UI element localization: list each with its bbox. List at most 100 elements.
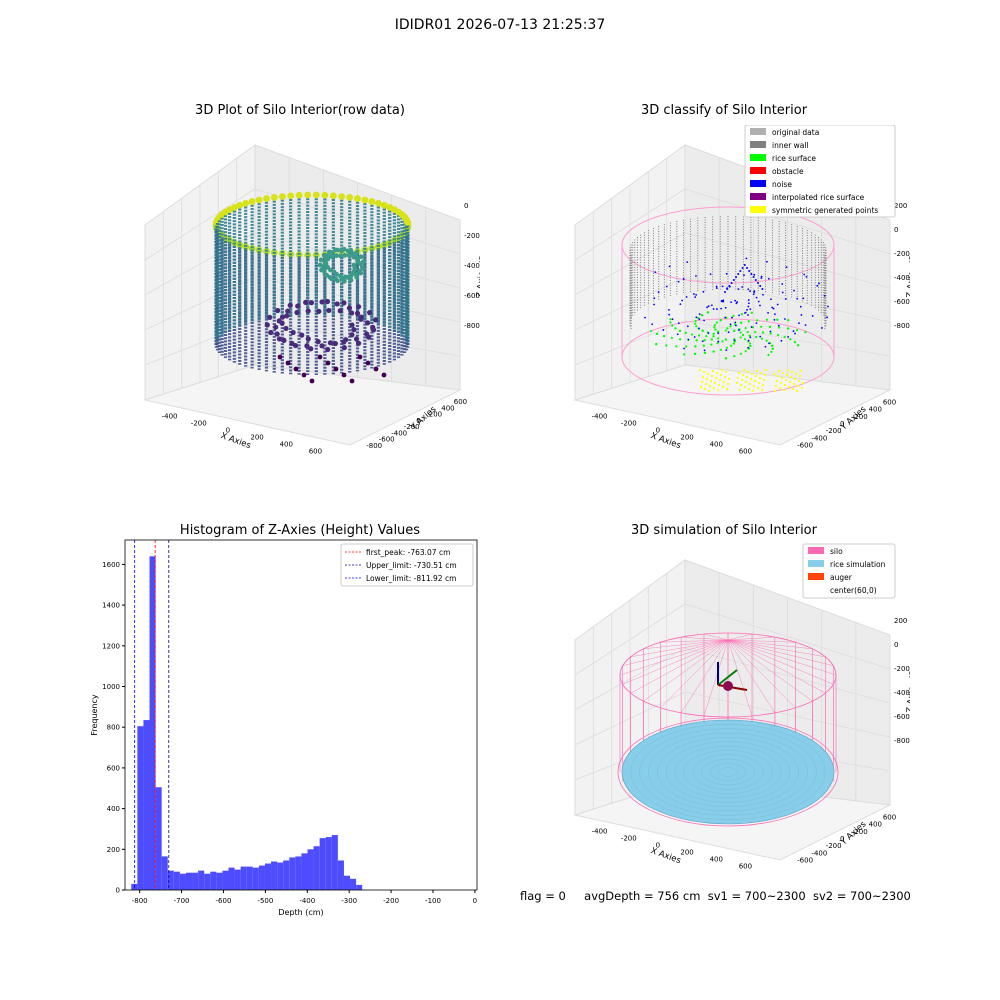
- noise-point: [685, 296, 688, 298]
- interior-point: [318, 257, 324, 263]
- noise-point: [679, 303, 682, 306]
- legend-swatch: [750, 206, 766, 213]
- noise-point: [793, 289, 795, 292]
- rice-surface-point: [747, 320, 750, 323]
- noise-point: [749, 336, 752, 339]
- symmetric-point: [762, 378, 766, 382]
- low-point: [293, 366, 299, 372]
- rice-surface-point: [787, 327, 790, 330]
- symmetric-point: [712, 386, 716, 390]
- z-tick-label: -400: [894, 274, 910, 282]
- histogram-bar: [216, 872, 223, 890]
- sv2-text: sv2 = 700~2300: [812, 889, 911, 903]
- noise-point: [716, 308, 718, 310]
- legend-label: noise: [772, 180, 792, 189]
- symmetric-point: [760, 388, 764, 392]
- rice-surface-point: [789, 338, 792, 341]
- y-tick-label: -200: [404, 423, 420, 431]
- grid-line: [144, 188, 256, 261]
- symmetric-point: [793, 377, 797, 381]
- silo-roof-line: [727, 639, 776, 713]
- rice-surface-point: [719, 319, 722, 322]
- y-tick-label: 600: [883, 399, 896, 407]
- symmetric-point: [791, 387, 795, 391]
- grid-line: [684, 232, 891, 289]
- interior-point: [283, 325, 289, 332]
- noise-point: [695, 275, 697, 277]
- grid-line: [144, 320, 256, 366]
- rice-surface-point: [739, 336, 742, 339]
- rice-surface-point: [797, 344, 800, 347]
- silo-roof-line: [727, 639, 834, 685]
- low-point: [341, 372, 347, 378]
- low-point: [285, 360, 291, 366]
- z-tick-label: -200: [894, 665, 910, 673]
- low-point: [357, 354, 363, 360]
- histogram-bar: [222, 870, 229, 890]
- histogram-bar: [337, 860, 344, 890]
- symmetric-point: [797, 379, 801, 383]
- noise-point: [773, 318, 776, 321]
- interior-point: [276, 336, 283, 342]
- noise-point: [798, 322, 800, 325]
- rice-surface-point: [663, 335, 666, 338]
- noise-point: [764, 345, 767, 348]
- interior-point: [279, 314, 286, 320]
- interior-point: [356, 340, 362, 346]
- low-point: [317, 354, 323, 360]
- top-point: [248, 198, 256, 205]
- noise-point: [752, 276, 755, 278]
- top-point: [287, 192, 295, 200]
- rice-surface-point: [716, 342, 719, 345]
- z-axis-label: Z Axies (Depth): [905, 646, 910, 713]
- interior-point: [354, 274, 360, 280]
- interior-point: [367, 310, 373, 316]
- rice-surface-point: [749, 344, 752, 348]
- silo-roof-line: [680, 639, 729, 713]
- grid-line: [574, 603, 686, 676]
- symmetric-point: [737, 371, 741, 375]
- avg-depth-text: avgDepth = 756 cm: [584, 889, 701, 903]
- x-tick-label: 0: [226, 427, 230, 435]
- symmetric-point: [700, 380, 704, 384]
- y-tick-label: -200: [826, 842, 842, 850]
- noise-point: [739, 270, 742, 272]
- rice-surface-point: [674, 327, 677, 330]
- noise-point: [720, 300, 723, 303]
- symmetric-point: [751, 389, 755, 393]
- x-tick-label: 400: [280, 441, 293, 449]
- interior-point: [325, 346, 331, 353]
- rice-mesh-ring: [701, 758, 755, 786]
- histogram-chart: -800 -700 -600 -500 -400 -300 -200 -100 0 0 200 400…: [90, 539, 478, 917]
- rice-surface-point: [695, 339, 698, 342]
- rice-mesh-ring: [692, 754, 764, 790]
- histogram-bar: [325, 837, 332, 890]
- legend-label: Upper_limit: -730.51 cm: [366, 561, 457, 570]
- legend-swatch: [750, 128, 766, 135]
- noise-point: [746, 267, 748, 269]
- noise-point: [762, 293, 764, 296]
- symmetric-point: [788, 380, 792, 384]
- noise-point: [703, 349, 706, 352]
- y-tick-label: -400: [391, 429, 407, 437]
- histogram-bar: [192, 872, 199, 890]
- symmetric-point: [790, 370, 794, 374]
- interior-point: [342, 252, 348, 258]
- rice-surface-point: [744, 350, 747, 353]
- top-point: [312, 191, 320, 199]
- rice-surface-point: [744, 327, 747, 330]
- z-tick-label: -400: [894, 689, 910, 697]
- rice-surface-point: [743, 338, 747, 341]
- silo-roof-line: [703, 639, 729, 717]
- noise-point: [745, 257, 748, 260]
- noise-point: [733, 339, 736, 342]
- symmetric-point: [787, 385, 791, 389]
- noise-point: [747, 288, 750, 291]
- symmetric-point: [709, 379, 713, 383]
- noise-point: [686, 325, 689, 328]
- rice-surface-point: [770, 350, 773, 353]
- noise-point: [784, 318, 786, 320]
- rice-surface-point: [724, 338, 728, 341]
- z-tick-label: 0: [894, 226, 898, 234]
